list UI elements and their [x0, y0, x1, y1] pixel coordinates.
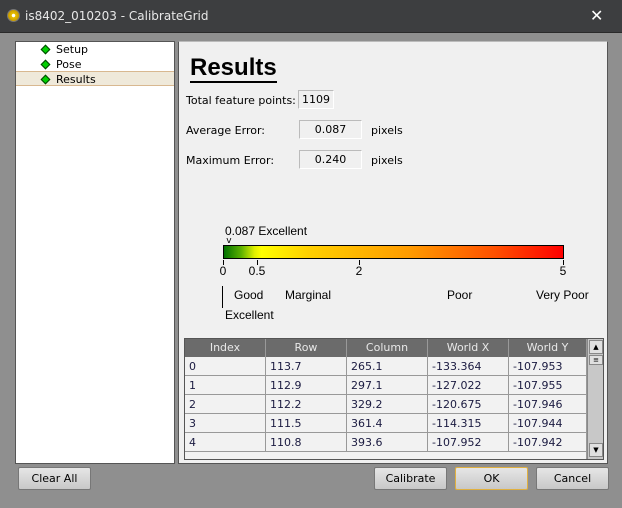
table-cell: -107.942 [509, 433, 587, 452]
table-cell: -133.364 [428, 357, 509, 376]
error-scale-bar [223, 245, 564, 259]
tick-mark [223, 260, 224, 265]
category-marginal: Marginal [285, 288, 332, 302]
table-cell: -107.955 [509, 376, 587, 395]
table-cell: 297.1 [347, 376, 428, 395]
close-icon[interactable]: ✕ [590, 6, 604, 25]
category-excellent: Excellent [225, 308, 274, 322]
total-points-label: Total feature points: [186, 94, 296, 107]
marker-label: 0.087 Excellent [225, 224, 308, 238]
table-cell: -107.952 [428, 433, 509, 452]
title-bar: is8402_010203 - CalibrateGrid ✕ [0, 0, 622, 33]
column-header[interactable]: Row [266, 339, 347, 357]
table-cell: -107.946 [509, 395, 587, 414]
average-error-label: Average Error: [186, 124, 265, 137]
nav-item-results[interactable]: Results [16, 71, 174, 86]
category-good: Good [234, 288, 264, 302]
status-diamond-icon [40, 44, 51, 55]
table-cell: 3 [185, 414, 266, 433]
table-cell: 113.7 [266, 357, 347, 376]
table-cell: -114.315 [428, 414, 509, 433]
table-cell: 329.2 [347, 395, 428, 414]
window-title: is8402_010203 - CalibrateGrid [25, 9, 209, 23]
table-cell: 111.5 [266, 414, 347, 433]
column-header[interactable]: Column [347, 339, 428, 357]
cancel-button[interactable]: Cancel [536, 467, 609, 490]
table-cell: -107.953 [509, 357, 587, 376]
tick-label: 2 [355, 264, 363, 278]
table-cell: -127.022 [428, 376, 509, 395]
nav-item-label: Results [56, 73, 96, 86]
table-cell: 393.6 [347, 433, 428, 452]
table-cell: 112.9 [266, 376, 347, 395]
step-navigator: Setup Pose Results [15, 41, 175, 464]
column-header[interactable]: Index [185, 339, 266, 357]
tick-mark [257, 260, 258, 265]
average-error-unit: pixels [371, 124, 403, 137]
nav-item-pose[interactable]: Pose [16, 57, 174, 72]
total-points-value: 1109 [298, 90, 334, 109]
table-cell: -107.944 [509, 414, 587, 433]
maximum-error-unit: pixels [371, 154, 403, 167]
status-diamond-icon [40, 74, 51, 85]
tick-mark [563, 260, 564, 265]
clear-all-button[interactable]: Clear All [18, 467, 91, 490]
table-cell: 112.2 [266, 395, 347, 414]
table-cell: 4 [185, 433, 266, 452]
status-diamond-icon [40, 59, 51, 70]
tick-label: 5 [559, 264, 567, 278]
table-cell: 2 [185, 395, 266, 414]
tick-label: 0.5 [248, 264, 266, 278]
category-poor: Poor [447, 288, 473, 302]
table-cell: 265.1 [347, 357, 428, 376]
scroll-thumb[interactable]: ≡ [589, 355, 603, 365]
table-row-partial [185, 452, 587, 459]
nav-item-label: Pose [56, 58, 82, 71]
category-very-poor: Very Poor [536, 288, 589, 302]
results-table: Index Row Column World X World Y 0 113.7 265.1-… [184, 338, 604, 460]
nav-item-setup[interactable]: Setup [16, 42, 174, 57]
app-icon [7, 9, 20, 22]
tick-mark [359, 260, 360, 265]
average-error-value: 0.087 [299, 120, 362, 139]
nav-item-label: Setup [56, 43, 89, 56]
maximum-error-label: Maximum Error: [186, 154, 275, 167]
table-cell: 361.4 [347, 414, 428, 433]
scroll-down-icon[interactable]: ▼ [589, 443, 603, 457]
page-title: Results [190, 54, 277, 83]
table-cell: -120.675 [428, 395, 509, 414]
excellent-divider [222, 286, 223, 308]
table-cell: 1 [185, 376, 266, 395]
ok-button[interactable]: OK [455, 467, 528, 490]
results-panel: Results Total feature points: 1109 Avera… [178, 41, 608, 464]
table-cell: 0 [185, 357, 266, 376]
column-header[interactable]: World Y [509, 339, 587, 357]
maximum-error-value: 0.240 [299, 150, 362, 169]
calibrate-button[interactable]: Calibrate [374, 467, 447, 490]
vertical-scrollbar[interactable]: ▲ ≡ ▼ [587, 339, 603, 459]
scroll-up-icon[interactable]: ▲ [589, 340, 603, 354]
column-header[interactable]: World X [428, 339, 509, 357]
tick-label: 0 [219, 264, 227, 278]
error-marker-icon: v [226, 236, 232, 246]
table-cell: 110.8 [266, 433, 347, 452]
